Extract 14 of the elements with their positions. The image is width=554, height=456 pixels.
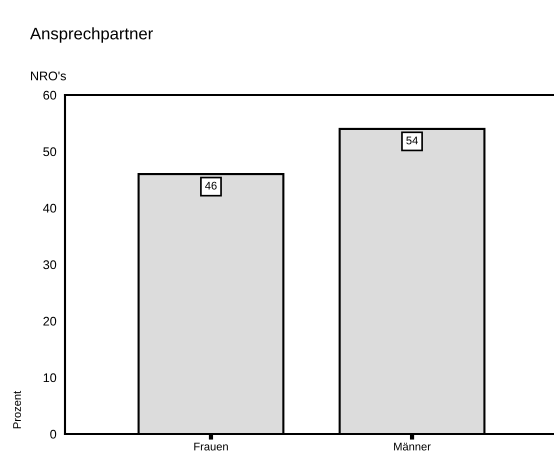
y-axis-title: Prozent [13,390,21,428]
y-tick-label: 40 [43,204,56,213]
y-tick-label: 0 [50,430,56,439]
data-label: 54 [406,136,418,144]
y-tick-label: 30 [43,260,56,270]
y-tick-label: 60 [43,90,56,100]
chart-title: Ansprechpartner [30,27,153,43]
y-tick-label: 20 [43,316,56,326]
x-tick-label: Frauen [194,442,228,450]
x-tick-label: Männer [394,442,431,450]
y-tick-label: 50 [43,147,56,156]
data-label: 46 [205,182,217,190]
y-tick-label: 10 [44,373,56,382]
chart-subtitle: NRO's [31,72,66,80]
